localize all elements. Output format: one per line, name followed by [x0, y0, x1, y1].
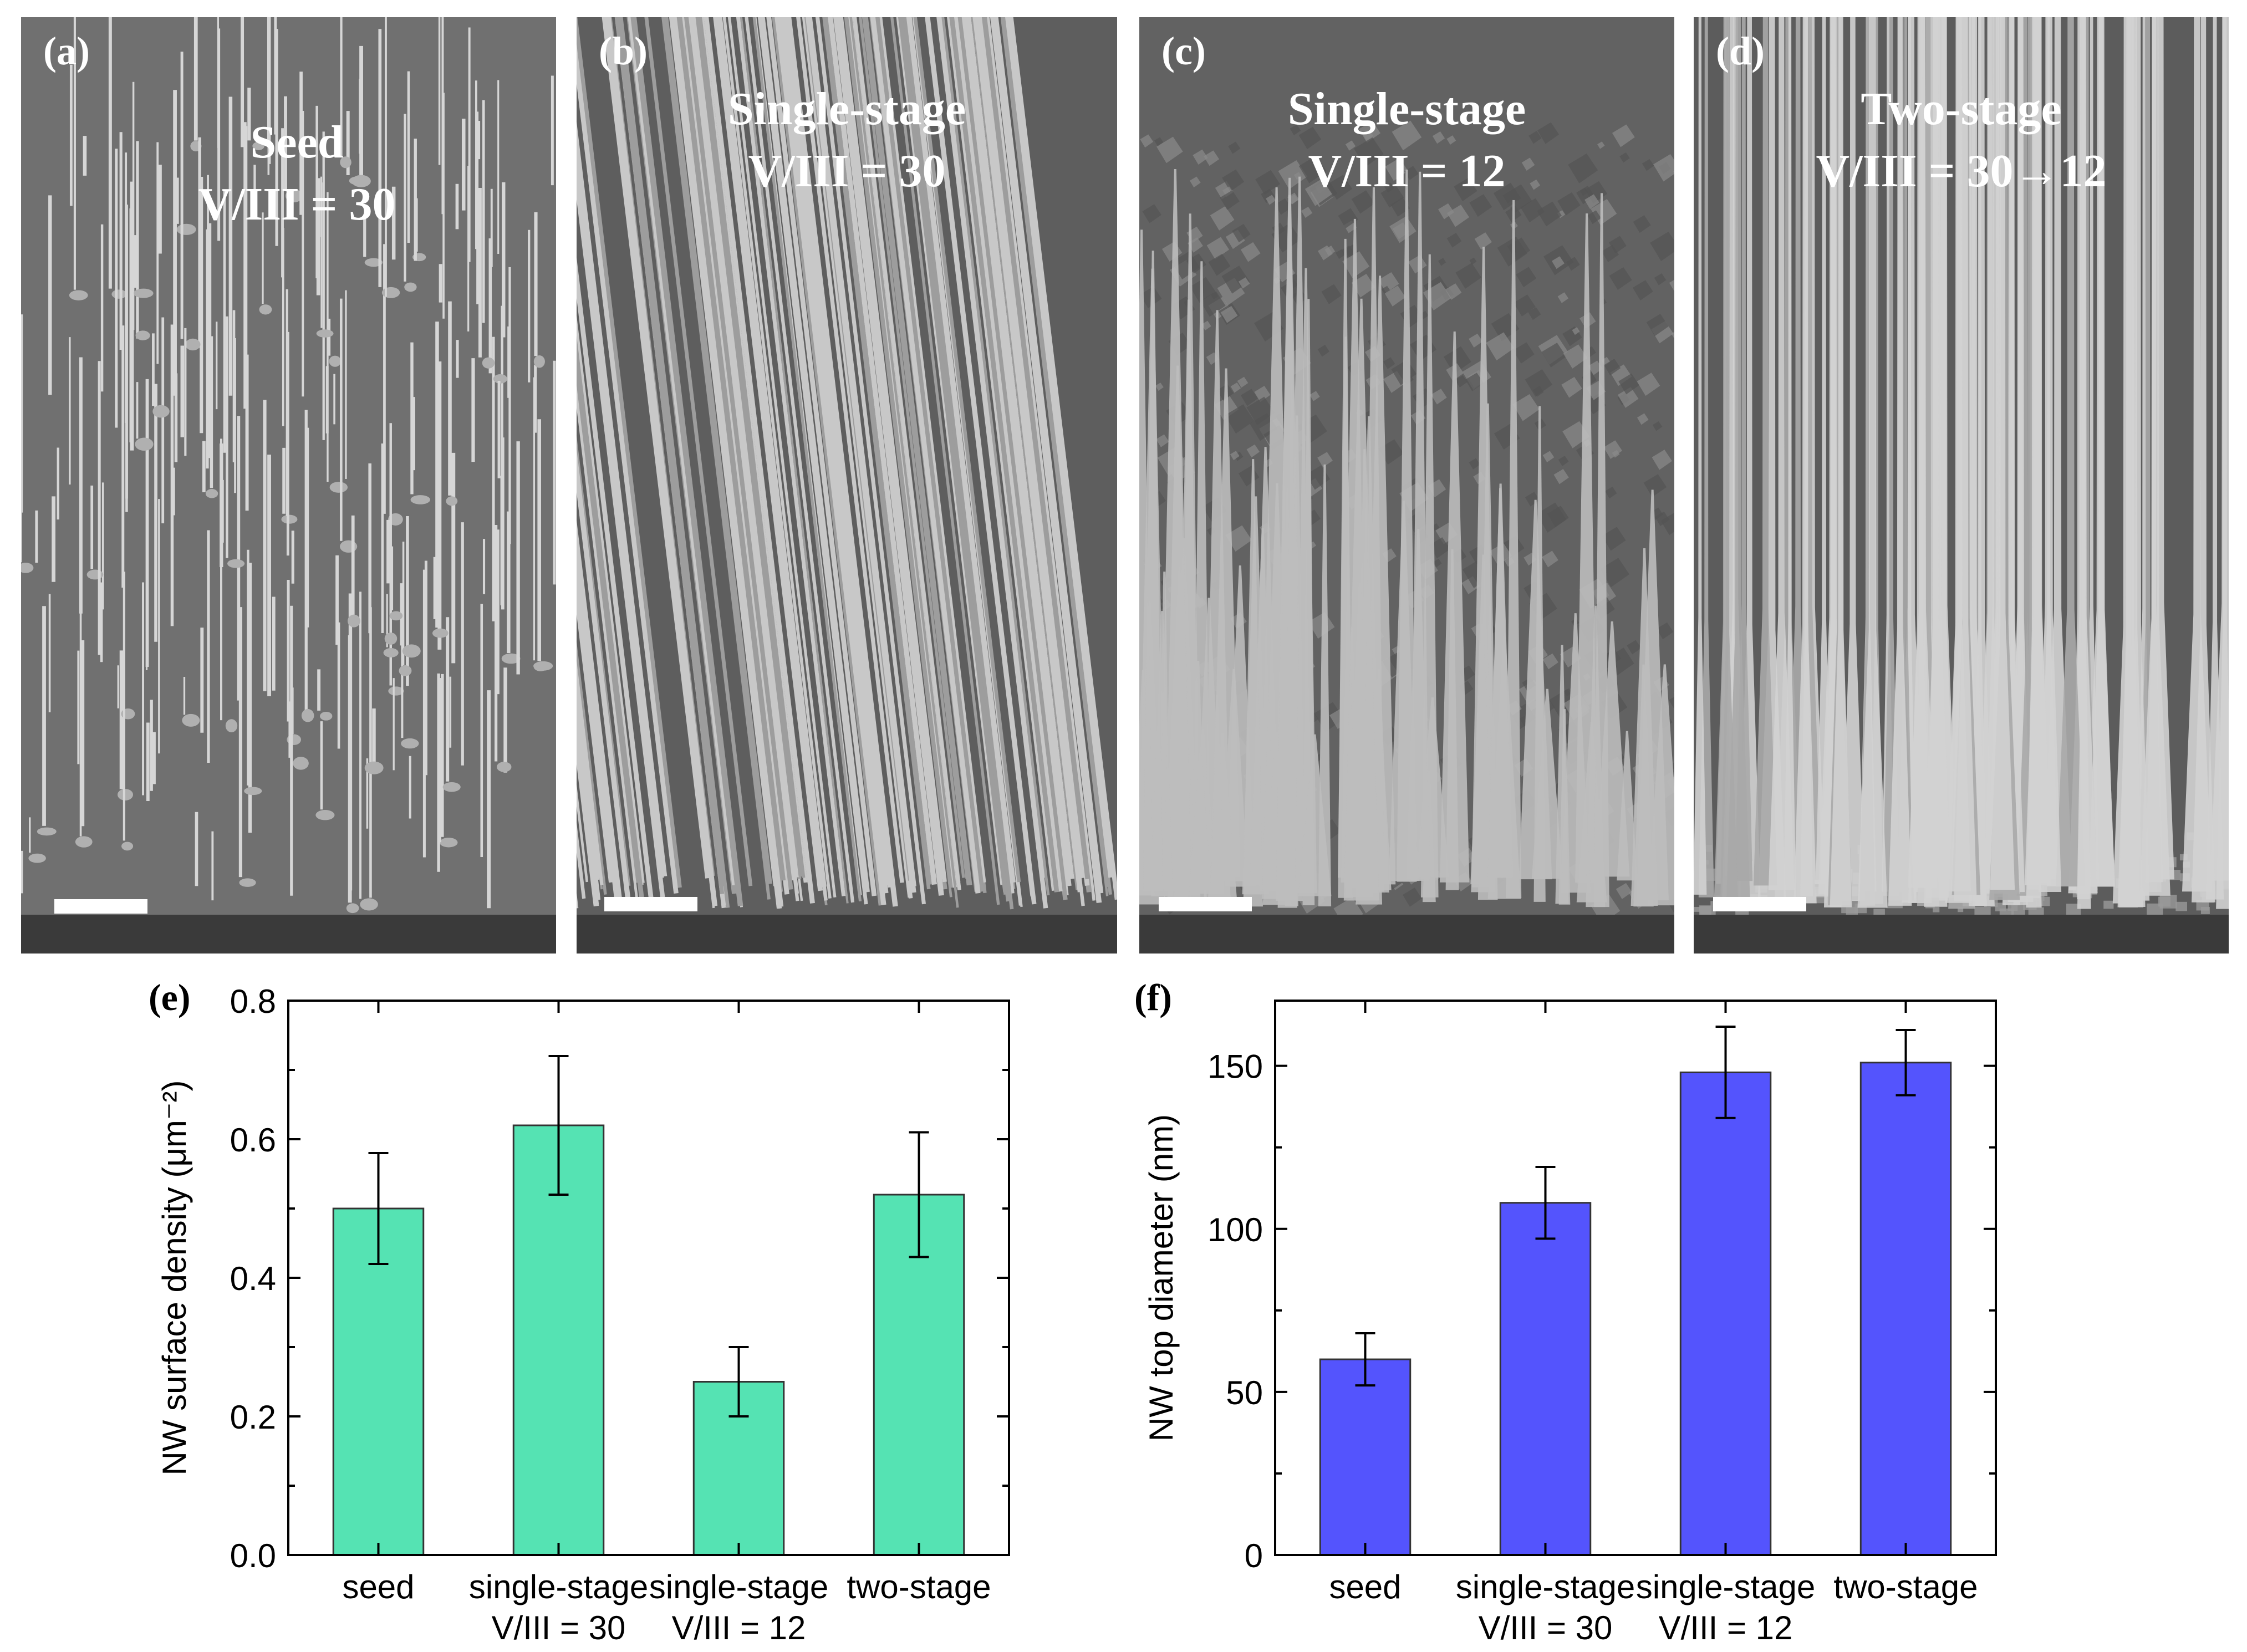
- chart-e-ylabel: NW surface density (μm⁻²): [156, 1080, 193, 1476]
- chart-f-category-label-2-1: V/III = 12: [1659, 1609, 1793, 1644]
- sem-image-c: [1139, 17, 1674, 954]
- chart-f-category-label-2-0: single-stage: [1636, 1568, 1816, 1605]
- chart-e-ytick-label-1: 0.2: [230, 1399, 276, 1436]
- chart-f-category-label-1-0: single-stage: [1456, 1568, 1635, 1605]
- panel-title-c-line1: Single-stage: [1287, 83, 1526, 135]
- chart-f-bar-0: [1319, 1358, 1412, 1556]
- chart-f-ytick-label-3: 150: [1207, 1048, 1263, 1085]
- substrate-a: [21, 915, 556, 954]
- panel-title-d-line2: V/III = 30→12: [1816, 145, 2107, 197]
- chart-f-ytick-label-0: 0: [1245, 1537, 1263, 1574]
- chart-e-ytick-label-4: 0.8: [230, 983, 276, 1020]
- chart-e-category-label-3-0: two-stage: [847, 1568, 991, 1605]
- scale-bar-b: [604, 897, 697, 911]
- panel-label-c: (c): [1161, 29, 1206, 73]
- chart-e-category-label-2-0: single-stage: [649, 1568, 829, 1605]
- panel-label-b: (b): [599, 29, 648, 73]
- chart-f: NW top diameter (nm) 0 50 100 150 seed single-…: [1143, 1000, 1997, 1644]
- scale-bar-c: [1159, 897, 1252, 911]
- chart-e-plot-frame: [287, 1000, 1010, 1556]
- panel-label-d: (d): [1716, 29, 1765, 73]
- chart-e-ytick-label-2: 0.4: [230, 1260, 276, 1297]
- chart-e-category-label-1-0: single-stage: [469, 1568, 649, 1605]
- chart-f-ytick-label-1: 50: [1226, 1374, 1263, 1411]
- chart-e-category-label-2-1: V/III = 12: [672, 1609, 806, 1644]
- panel-title-a: Seed V/III = 30: [38, 111, 556, 236]
- substrate-b: [577, 915, 1117, 954]
- chart-f-ytick-label-2: 100: [1207, 1211, 1263, 1248]
- chart-e-bar-0: [332, 1207, 425, 1556]
- scale-bar-a: [54, 899, 147, 914]
- sem-image-d: [1694, 17, 2229, 954]
- substrate-c: [1139, 915, 1674, 954]
- chart-e: NW surface density (μm⁻²) 0.0 0.2 0.4 0.6 0.8…: [156, 983, 1010, 1644]
- sem-panel-d: (d) Two-stage V/III = 30→12: [1694, 17, 2229, 954]
- panel-title-b-line1: Single-stage: [727, 83, 966, 135]
- chart-f-bar-2: [1679, 1071, 1772, 1556]
- sem-panel-c: (c) Single-stage V/III = 12: [1139, 17, 1674, 954]
- chart-label-e: (e): [149, 976, 191, 1018]
- chart-f-bar-3: [1859, 1062, 1952, 1556]
- scale-bar-d: [1713, 897, 1806, 911]
- chart-f-plot-frame: [1274, 1000, 1997, 1556]
- chart-e-category-label-1-1: V/III = 30: [492, 1609, 626, 1644]
- substrate-d: [1694, 915, 2229, 954]
- sem-image-a: [21, 17, 556, 954]
- chart-f-category-label-3-0: two-stage: [1833, 1568, 1978, 1605]
- panel-title-c: Single-stage V/III = 12: [1139, 78, 1674, 202]
- chart-f-category-label-0-0: seed: [1329, 1568, 1401, 1605]
- sem-panel-b: (b) Single-stage V/III = 30: [577, 17, 1117, 954]
- chart-f-ylabel: NW top diameter (nm): [1143, 1114, 1180, 1441]
- panel-title-b: Single-stage V/III = 30: [577, 78, 1117, 202]
- chart-f-category-label-1-1: V/III = 30: [1479, 1609, 1613, 1644]
- sem-panel-a: (a) Seed V/III = 30: [21, 17, 556, 954]
- panel-title-d-line1: Two-stage: [1861, 83, 2062, 135]
- panel-title-c-line2: V/III = 12: [1308, 145, 1506, 197]
- panel-title-d: Two-stage V/III = 30→12: [1694, 78, 2229, 202]
- sem-image-b: [577, 17, 1117, 954]
- panel-title-b-line2: V/III = 30: [748, 145, 946, 197]
- chart-e-ytick-label-0: 0.0: [230, 1537, 276, 1574]
- chart-label-f: (f): [1134, 976, 1172, 1018]
- panel-label-a: (a): [43, 29, 90, 73]
- chart-f-bar-1: [1499, 1202, 1592, 1556]
- chart-e-category-label-0-0: seed: [342, 1568, 414, 1605]
- panel-title-a-line1: Seed: [250, 116, 344, 168]
- chart-e-ytick-label-3: 0.6: [230, 1121, 276, 1159]
- panel-title-a-line2: V/III = 30: [198, 179, 396, 230]
